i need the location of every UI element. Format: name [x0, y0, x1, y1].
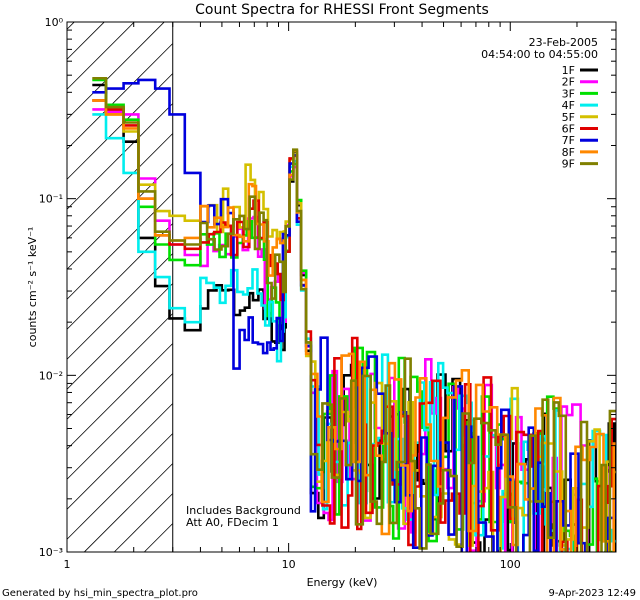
- hatch-line: [84, 463, 173, 553]
- hatch-line: [66, 433, 173, 540]
- instrument-limit-hatch-region: [66, 21, 173, 553]
- legend-date: 23-Feb-2005: [529, 36, 598, 49]
- legend-label-6f: 6F: [562, 123, 575, 136]
- legend-time-range: 04:54:00 to 04:55:00: [481, 48, 598, 61]
- y-tick-label: 10⁰: [45, 16, 64, 29]
- hatch-line: [66, 403, 173, 510]
- hatch-line: [66, 253, 173, 360]
- y-tick-label: 10⁻¹: [39, 193, 63, 206]
- y-tick-label: 10⁻³: [39, 546, 63, 559]
- hatch-line: [66, 43, 173, 150]
- hatch-line: [66, 313, 173, 420]
- hatch-line: [66, 163, 173, 270]
- legend-label-9f: 9F: [562, 158, 575, 171]
- legend-label-3f: 3F: [562, 87, 575, 100]
- y-tick-label: 10⁻²: [39, 369, 63, 382]
- legend-label-5f: 5F: [562, 111, 575, 124]
- chart-title: Count Spectra for RHESSI Front Segments: [195, 2, 489, 18]
- hatch-line: [66, 21, 75, 30]
- hatch-line: [66, 73, 173, 180]
- x-tick-label: 10: [282, 558, 296, 571]
- legend-label-8f: 8F: [562, 146, 575, 159]
- y-axis-ticks: 10⁻³ 10⁻² 10⁻¹ 10⁰: [39, 16, 616, 559]
- hatch-line: [144, 523, 173, 553]
- legend-label-1f: 1F: [562, 64, 575, 77]
- plot-frame: [66, 21, 617, 553]
- y-axis-label: counts cm⁻² s⁻¹ keV⁻¹: [26, 227, 39, 348]
- annotation-attenuator: Att A0, FDecim 1: [186, 516, 279, 529]
- footer-date: 9-Apr-2023 12:49: [549, 588, 636, 599]
- hatch-line: [66, 373, 173, 480]
- annotation-background: Includes Background: [186, 504, 301, 517]
- hatch-line: [66, 103, 173, 210]
- hatch-line: [66, 193, 173, 300]
- legend-label-2f: 2F: [562, 76, 575, 89]
- x-axis-ticks: 1 10 100: [64, 22, 617, 571]
- x-tick-label: 1: [64, 558, 71, 571]
- x-axis-label: Energy (keV): [307, 576, 378, 589]
- series-layer: [92, 77, 616, 552]
- hatch-line: [114, 493, 173, 553]
- hatch-line: [66, 343, 173, 450]
- legend-label-7f: 7F: [562, 134, 575, 147]
- footer-generated-by: Generated by hsi_min_spectra_plot.pro: [2, 588, 198, 599]
- hatch-line: [66, 21, 165, 120]
- hatch-line: [66, 283, 173, 390]
- series-line-9f: [92, 77, 616, 552]
- legend-label-4f: 4F: [562, 99, 575, 112]
- hatch-line: [66, 21, 105, 60]
- hatch-line: [66, 21, 135, 90]
- hatch-line: [66, 133, 173, 240]
- x-tick-label: 100: [500, 558, 521, 571]
- series-line-7f: [92, 78, 616, 552]
